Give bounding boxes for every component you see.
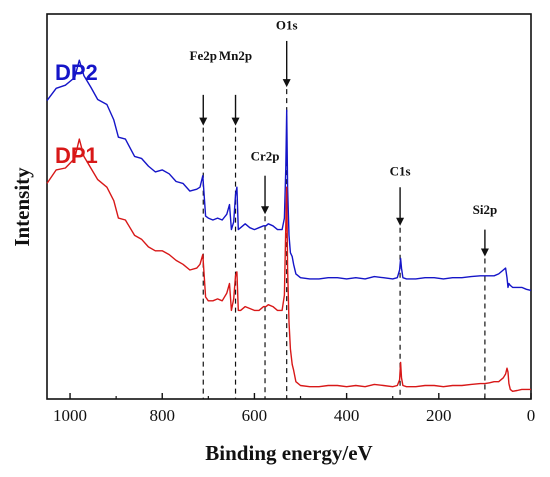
x-tick-label-1000: 1000 <box>53 406 87 425</box>
series-line-dp2 <box>46 59 532 292</box>
x-axis-title: Binding energy/eV <box>205 441 372 465</box>
peak-label-cr2p: Cr2p <box>251 148 280 163</box>
arrow-head-cr2p <box>261 206 270 215</box>
y-axis-title: Intensity <box>10 167 34 247</box>
x-axis-ticks: 1000 800 600 400 200 0 <box>53 393 535 425</box>
peak-label-si2p: Si2p <box>473 202 498 217</box>
arrow-head-mn2p <box>231 117 240 126</box>
peak-label-c1s: C1s <box>390 164 411 179</box>
x-tick-label-200: 200 <box>426 406 452 425</box>
arrow-head-o1s <box>282 79 291 88</box>
peak-label-fe2p: Fe2p <box>190 48 217 63</box>
arrow-head-si2p <box>480 248 489 257</box>
peak-label-mn2p: Mn2p <box>219 48 252 63</box>
peak-label-o1s: O1s <box>276 17 298 32</box>
x-tick-label-600: 600 <box>242 406 268 425</box>
x-tick-label-800: 800 <box>149 406 175 425</box>
x-tick-label-400: 400 <box>334 406 360 425</box>
peak-annotations: Fe2p Mn2p Cr2p O1s C1s Si2p <box>190 17 498 257</box>
plot-frame <box>46 13 532 400</box>
arrow-head-c1s <box>396 217 405 226</box>
series-layer <box>46 59 532 392</box>
series-label-dp1: DP1 <box>55 143 98 168</box>
arrow-head-fe2p <box>199 117 208 126</box>
series-label-dp2: DP2 <box>55 60 98 85</box>
series-labels: DP2 DP1 <box>55 60 98 168</box>
series-line-dp1 <box>46 138 531 392</box>
x-tick-label-0: 0 <box>527 406 536 425</box>
peak-guide-lines <box>202 89 486 399</box>
